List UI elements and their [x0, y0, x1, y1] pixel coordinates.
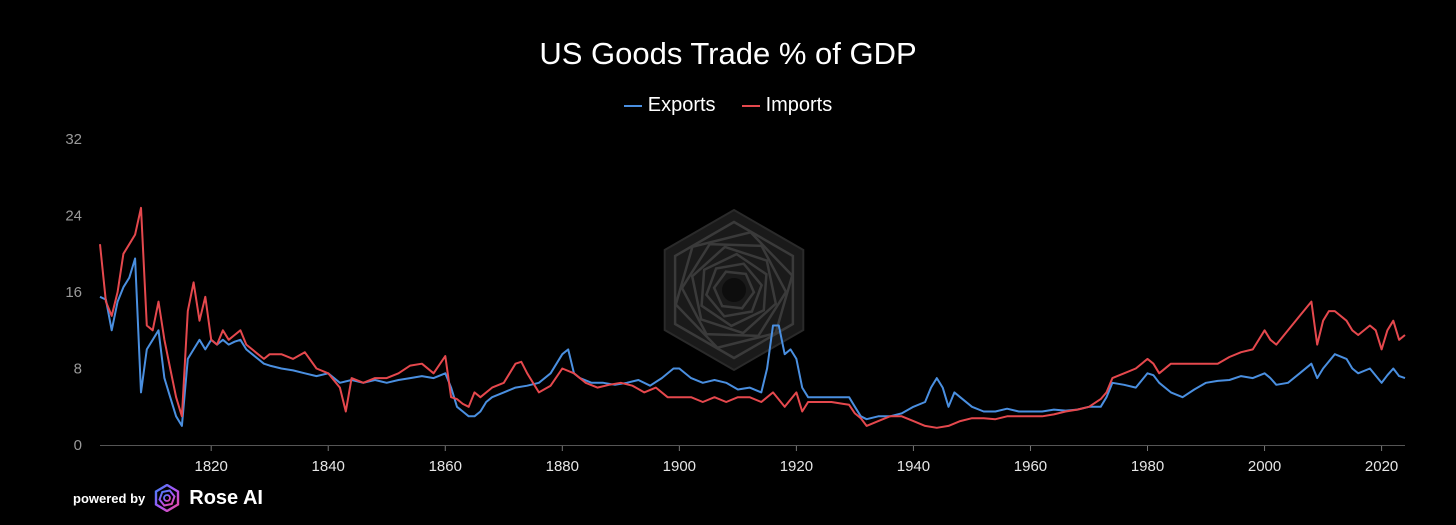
y-tick-label-16: 16 — [65, 284, 82, 301]
legend-label-imports: Imports — [765, 94, 833, 116]
y-tick-label-8: 8 — [74, 361, 82, 378]
series-line-exports[interactable] — [99, 257, 1406, 427]
x-tick-label-1840: 1840 — [312, 458, 345, 475]
series-line-imports[interactable] — [99, 206, 1406, 429]
rose-ai-logo-icon[interactable] — [153, 484, 181, 512]
x-tick-label-1940: 1940 — [897, 458, 930, 475]
legend-item-imports[interactable]: Imports — [741, 94, 833, 117]
legend-swatch-exports — [623, 104, 642, 107]
x-tick-label-2000: 2000 — [1248, 458, 1281, 475]
powered-by-text: powered by — [73, 490, 146, 506]
legend-swatch-imports — [741, 104, 760, 107]
x-tick-label-1980: 1980 — [1131, 458, 1164, 475]
series-layer — [99, 206, 1406, 429]
legend: Exports Imports — [0, 94, 1456, 117]
y-tick-label-24: 24 — [65, 208, 82, 225]
x-tick-label-1820: 1820 — [195, 458, 228, 475]
footer-branding: powered by Rose AI — [73, 484, 263, 512]
x-tick-label-1920: 1920 — [780, 458, 813, 475]
y-tick-label-32: 32 — [65, 131, 82, 148]
y-tick-label-0: 0 — [74, 437, 82, 454]
x-tick-label-2020: 2020 — [1365, 458, 1398, 475]
x-tick-label-1880: 1880 — [546, 458, 579, 475]
brand-name[interactable]: Rose AI — [189, 486, 263, 509]
y-axis: 0 8 16 24 32 — [65, 131, 82, 454]
x-tick-label-1860: 1860 — [429, 458, 462, 475]
chart-title: US Goods Trade % of GDP — [539, 36, 917, 71]
rose-ai-watermark-icon — [663, 208, 805, 372]
legend-item-exports[interactable]: Exports — [623, 94, 716, 117]
legend-label-exports: Exports — [647, 94, 716, 116]
x-axis: 1820 1840 1860 1880 1900 1920 1940 1960 1980 2000… — [195, 445, 1398, 475]
x-tick-label-1960: 1960 — [1014, 458, 1047, 475]
x-tick-label-1900: 1900 — [663, 458, 696, 475]
